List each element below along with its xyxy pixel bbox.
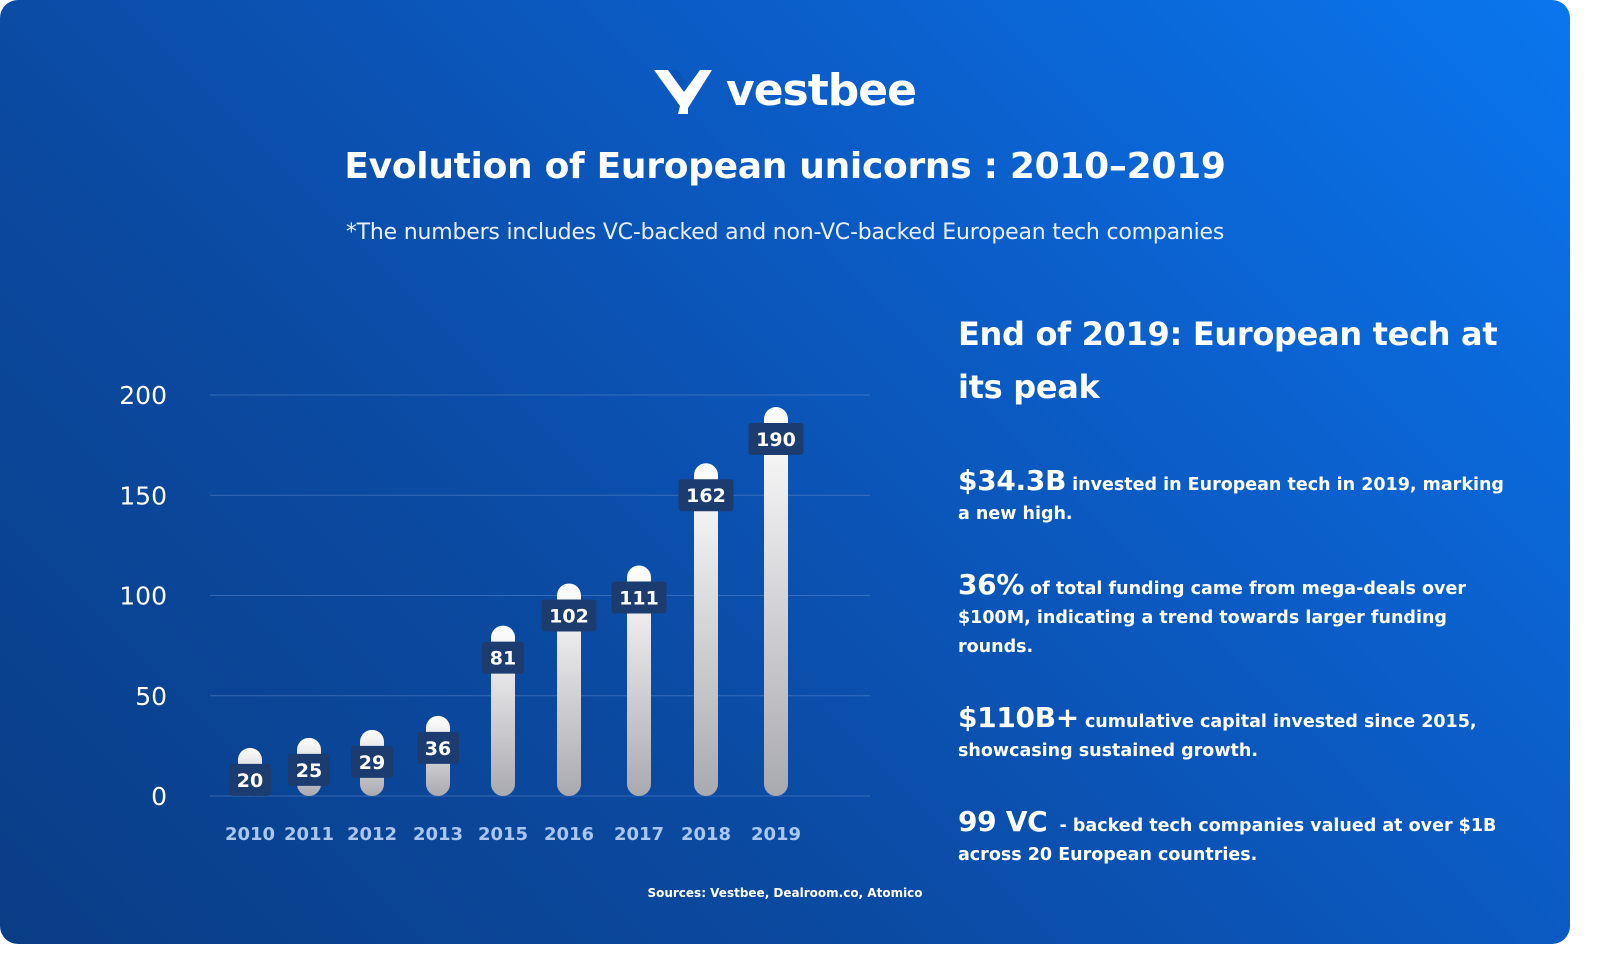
value-label-box [229, 763, 271, 796]
brand-name: vestbee [726, 65, 917, 116]
stat-figure: $110B+ [958, 701, 1079, 734]
value-label: 81 [490, 648, 516, 670]
x-tick-label: 2017 [614, 824, 664, 845]
stat-text: invested in European tech in 2019, marki… [958, 475, 1504, 524]
value-label-box [351, 745, 393, 778]
x-tick-label: 2012 [347, 824, 397, 845]
vestbee-logo-icon [654, 70, 713, 114]
value-label: 111 [619, 587, 659, 609]
y-tick-label: 200 [119, 381, 167, 410]
value-label-box [541, 599, 597, 632]
x-tick-label: 2018 [681, 824, 731, 845]
value-label-box [417, 731, 459, 764]
infographic-card: vestbee Evolution of European unicorns :… [0, 0, 1570, 944]
stat-figure: 36% [958, 568, 1025, 601]
value-label: 29 [359, 752, 385, 774]
y-tick-label: 50 [135, 682, 167, 711]
x-tick-label: 2011 [284, 824, 334, 845]
value-label: 36 [425, 738, 451, 760]
y-tick-label: 0 [151, 782, 167, 811]
stat-item: $110B+ cumulative capital invested since … [958, 703, 1518, 766]
x-tick-label: 2013 [413, 824, 463, 845]
panel-title: End of 2019: European tech at its peak [958, 315, 1498, 406]
value-label: 162 [686, 485, 726, 507]
value-label-box [611, 581, 667, 614]
value-label: 25 [296, 760, 322, 782]
value-label-box [288, 753, 330, 786]
stat-figure: 99 VC [958, 805, 1048, 838]
value-label: 190 [756, 429, 796, 451]
y-tick-label: 100 [119, 582, 167, 611]
stat-text: cumulative capital invested since 2015, … [958, 712, 1477, 761]
value-label: 20 [237, 770, 263, 792]
x-tick-label: 2019 [751, 824, 801, 845]
brand-logo: vestbee [0, 68, 1570, 114]
value-label-box [748, 423, 804, 456]
bar [557, 583, 581, 796]
insights-panel: End of 2019: European tech at its peak $… [958, 308, 1518, 911]
x-tick-label: 2010 [225, 824, 275, 845]
stat-text: of total funding came from mega-deals ov… [958, 579, 1466, 657]
bar [694, 463, 718, 796]
chart-subtitle: *The numbers includes VC-backed and non-… [345, 220, 1225, 245]
stat-item: 99 VC - backed tech companies valued at … [958, 807, 1518, 870]
x-tick-label: 2016 [544, 824, 594, 845]
value-label-box [482, 641, 524, 674]
bar [764, 407, 788, 796]
bar [627, 565, 651, 796]
stat-item: $34.3B invested in European tech in 2019,… [958, 466, 1518, 529]
y-tick-label: 150 [119, 481, 167, 510]
stat-figure: $34.3B [958, 464, 1067, 497]
stat-item: 36% of total funding came from mega-deals… [958, 570, 1518, 662]
chart-title: Evolution of European unicorns : 2010–20… [344, 146, 1226, 187]
sources-note: Sources: Vestbee, Dealroom.co, Atomico [647, 886, 923, 900]
value-label-box [678, 479, 734, 512]
unicorn-bar-chart: 0 50 100 150 200 20 2010 25 2011 29 2012 36 2013 81 2… [119, 381, 870, 845]
value-label: 102 [549, 605, 589, 627]
stat-text: - backed tech companies valued at over $… [958, 816, 1497, 865]
x-tick-label: 2015 [478, 824, 528, 845]
